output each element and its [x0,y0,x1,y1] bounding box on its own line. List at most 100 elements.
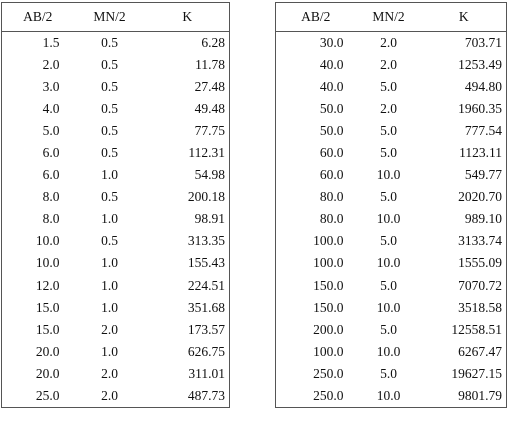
cell-mn2: 5.0 [380,277,397,293]
cell-ab2: 250.0 [313,387,344,403]
k-factor-table-left: AB/2 MN/2 K 1.5 0.5 6.28 2.0 0.5 11.78 3.0 0.5 2… [1,2,230,408]
cell-ab2: 10.0 [35,255,60,271]
table-row: 30.0 2.0 703.71 [276,32,507,55]
cell-ab2: 50.0 [319,101,344,117]
header-mn2: MN/2 [355,2,422,32]
cell-mn2: 0.5 [101,233,118,249]
cell-ab2: 15.0 [35,299,60,315]
table-row: 200.0 5.0 12558.51 [276,319,507,341]
cell-k: 549.77 [464,167,502,183]
cell-k: 3133.74 [458,233,502,249]
cell-k: 351.68 [187,299,225,315]
cell-mn2: 2.0 [380,101,397,117]
cell-k: 703.71 [464,35,502,51]
table-row: 80.0 5.0 2020.70 [276,186,507,208]
header-k: K [421,2,507,32]
table-row: 6.0 0.5 112.31 [2,142,230,164]
cell-k: 311.01 [188,365,225,381]
cell-k: 54.98 [194,167,225,183]
cell-k: 626.75 [187,343,225,359]
cell-mn2: 5.0 [380,145,397,161]
cell-ab2: 20.0 [35,343,60,359]
cell-mn2: 5.0 [380,321,397,337]
cell-ab2: 25.0 [35,387,60,403]
table-row: 250.0 5.0 19627.15 [276,363,507,385]
cell-ab2: 80.0 [319,211,344,227]
table-row: 25.0 2.0 487.73 [2,385,230,408]
cell-mn2: 10.0 [376,167,401,183]
table-row: 12.0 1.0 224.51 [2,275,230,297]
table-row: 20.0 2.0 311.01 [2,363,230,385]
cell-k: 7070.72 [458,277,502,293]
cell-ab2: 150.0 [313,299,344,315]
cell-k: 1555.09 [458,255,502,271]
cell-k: 487.73 [187,387,225,403]
cell-k: 777.54 [464,123,502,139]
cell-mn2: 2.0 [380,57,397,73]
cell-ab2: 8.0 [42,189,60,205]
cell-ab2: 100.0 [313,233,344,249]
cell-k: 27.48 [194,79,225,95]
cell-ab2: 60.0 [319,167,344,183]
cell-ab2: 8.0 [42,211,60,227]
cell-k: 12558.51 [451,321,502,337]
table-row: 3.0 0.5 27.48 [2,76,230,98]
cell-k: 224.51 [187,277,225,293]
cell-ab2: 2.0 [42,57,60,73]
cell-k: 200.18 [187,189,225,205]
cell-ab2: 40.0 [319,57,344,73]
cell-mn2: 5.0 [380,233,397,249]
table-row: 6.0 1.0 54.98 [2,164,230,186]
cell-ab2: 200.0 [313,321,344,337]
cell-k: 313.35 [187,233,225,249]
table-row: 80.0 10.0 989.10 [276,208,507,230]
header-row: AB/2 MN/2 K [1,2,230,32]
cell-mn2: 10.0 [376,255,401,271]
table-row: 100.0 10.0 6267.47 [276,341,507,363]
table-row: 50.0 2.0 1960.35 [276,98,507,120]
cell-mn2: 0.5 [101,101,118,117]
header-ab2: AB/2 [275,2,356,32]
cell-mn2: 0.5 [101,189,118,205]
cell-mn2: 10.0 [376,299,401,315]
table-row: 15.0 1.0 351.68 [2,297,230,319]
cell-k: 6.28 [201,35,225,51]
cell-ab2: 10.0 [35,233,60,249]
cell-k: 19627.15 [451,365,502,381]
cell-k: 1123.11 [459,145,502,161]
cell-k: 49.48 [194,101,225,117]
cell-mn2: 5.0 [380,189,397,205]
cell-ab2: 15.0 [35,321,60,337]
cell-mn2: 10.0 [376,211,401,227]
cell-mn2: 2.0 [101,321,118,337]
table-row: 60.0 5.0 1123.11 [276,142,507,164]
table-body: 1.5 0.5 6.28 2.0 0.5 11.78 3.0 0.5 27.48 4.0 0.5 49… [2,32,230,408]
cell-k: 173.57 [187,321,225,337]
table-row: 40.0 2.0 1253.49 [276,54,507,76]
cell-ab2: 3.0 [42,79,60,95]
cell-ab2: 60.0 [319,145,344,161]
table-row: 100.0 5.0 3133.74 [276,230,507,252]
cell-ab2: 4.0 [42,101,60,117]
table-row: 150.0 10.0 3518.58 [276,297,507,319]
cell-k: 11.78 [195,57,225,73]
cell-k: 494.80 [464,79,502,95]
table-row: 10.0 0.5 313.35 [2,230,230,252]
cell-mn2: 5.0 [380,79,397,95]
table-row: 5.0 0.5 77.75 [2,120,230,142]
table-row: 8.0 1.0 98.91 [2,208,230,230]
cell-mn2: 0.5 [101,145,118,161]
cell-mn2: 1.0 [101,343,118,359]
table-row: 250.0 10.0 9801.79 [276,385,507,408]
cell-mn2: 0.5 [101,57,118,73]
cell-mn2: 1.0 [101,299,118,315]
table-row: 50.0 5.0 777.54 [276,120,507,142]
cell-k: 989.10 [464,211,502,227]
cell-ab2: 6.0 [42,167,60,183]
cell-ab2: 150.0 [313,277,344,293]
table-row: 60.0 10.0 549.77 [276,164,507,186]
cell-mn2: 10.0 [376,387,401,403]
cell-ab2: 100.0 [313,343,344,359]
cell-ab2: 50.0 [319,123,344,139]
cell-k: 112.31 [188,145,225,161]
